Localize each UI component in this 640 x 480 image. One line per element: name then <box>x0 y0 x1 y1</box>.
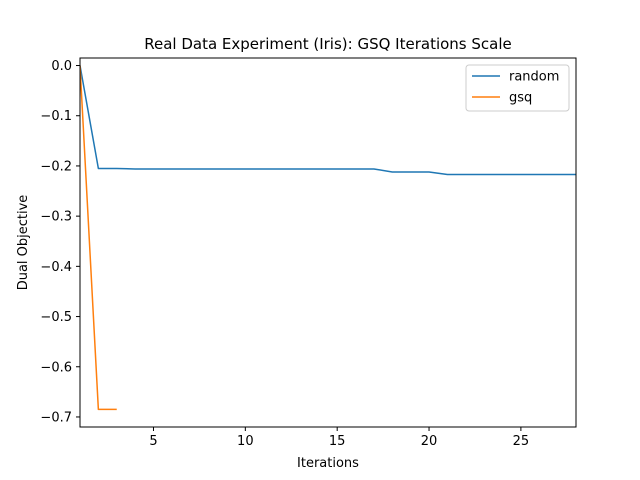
y-tick-label: 0.0 <box>51 59 72 74</box>
y-tick-label: −0.4 <box>40 260 72 275</box>
legend-label-gsq: gsq <box>509 91 532 106</box>
x-tick-label: 15 <box>329 434 346 449</box>
y-tick-label: −0.2 <box>40 159 72 174</box>
y-axis: 0.0 −0.1 −0.2 −0.3 −0.4 −0.5 −0.6 −0.7 <box>40 59 80 425</box>
series-line-random <box>80 65 576 176</box>
x-tick-label: 25 <box>513 434 530 449</box>
x-axis-label: Iterations <box>297 456 359 471</box>
y-axis-label: Dual Objective <box>16 195 31 291</box>
legend: random gsq <box>465 64 570 112</box>
series-line-gsq <box>80 65 117 411</box>
x-tick-label: 20 <box>421 434 438 449</box>
y-tick-label: −0.5 <box>40 310 72 325</box>
y-tick-label: −0.6 <box>40 360 72 375</box>
x-tick-label: 5 <box>149 434 157 449</box>
chart-title: Real Data Experiment (Iris): GSQ Iterati… <box>144 35 512 53</box>
y-tick-label: −0.1 <box>40 109 72 124</box>
x-axis: 5 10 15 20 25 <box>149 427 529 449</box>
x-tick-label: 10 <box>237 434 254 449</box>
axes-frame <box>79 57 577 428</box>
legend-label-random: random <box>509 70 559 85</box>
y-tick-label: −0.7 <box>40 410 72 425</box>
y-tick-label: −0.3 <box>40 210 72 225</box>
plot-area <box>80 65 576 411</box>
